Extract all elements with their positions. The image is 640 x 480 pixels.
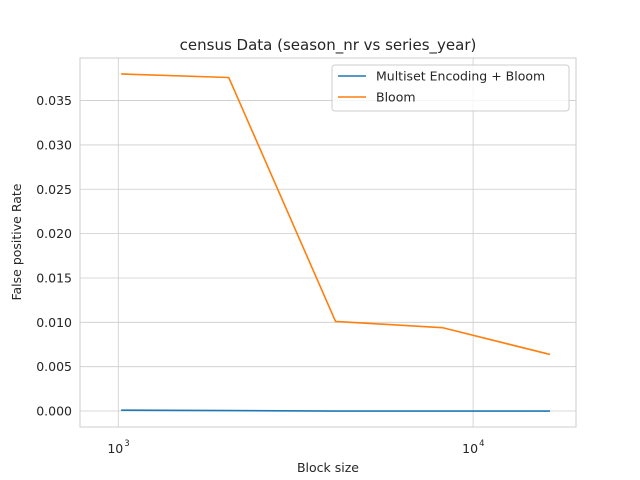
legend-label-multiset-encoding-bloom: Multiset Encoding + Bloom xyxy=(376,69,545,84)
x-tick-label-exponent: 3 xyxy=(124,439,129,449)
legend: Multiset Encoding + Bloom Bloom xyxy=(331,64,570,112)
x-axis-label: Block size xyxy=(297,460,359,475)
y-axis-label: False positive Rate xyxy=(9,183,24,300)
y-axis-ticks: 0.000 0.005 0.010 0.015 0.020 0.025 0.030 0.035 xyxy=(36,93,72,418)
series-line-multiset-encoding-bloom xyxy=(121,409,550,412)
y-tick-label: 0.035 xyxy=(36,93,72,108)
plot-area xyxy=(79,57,577,428)
grid-layer xyxy=(80,58,576,427)
y-tick-label: 0.000 xyxy=(36,404,72,419)
x-tick-label: 10 xyxy=(462,441,478,456)
legend-label-bloom: Bloom xyxy=(376,90,416,105)
chart-title: census Data (season_nr vs series_year) xyxy=(180,36,477,55)
series-layer xyxy=(121,73,551,412)
y-tick-label: 0.025 xyxy=(36,182,72,197)
legend-box xyxy=(331,64,570,112)
series-line-bloom xyxy=(121,73,551,356)
y-tick-label: 0.010 xyxy=(36,315,72,330)
y-tick-label: 0.015 xyxy=(36,270,72,285)
y-tick-label: 0.030 xyxy=(36,137,72,152)
y-tick-label: 0.005 xyxy=(36,359,72,374)
x-axis-ticks: 10 3 10 4 xyxy=(107,439,484,456)
y-tick-label: 0.020 xyxy=(36,226,72,241)
x-tick-label-exponent: 4 xyxy=(479,439,484,449)
x-tick-label: 10 xyxy=(107,441,123,456)
